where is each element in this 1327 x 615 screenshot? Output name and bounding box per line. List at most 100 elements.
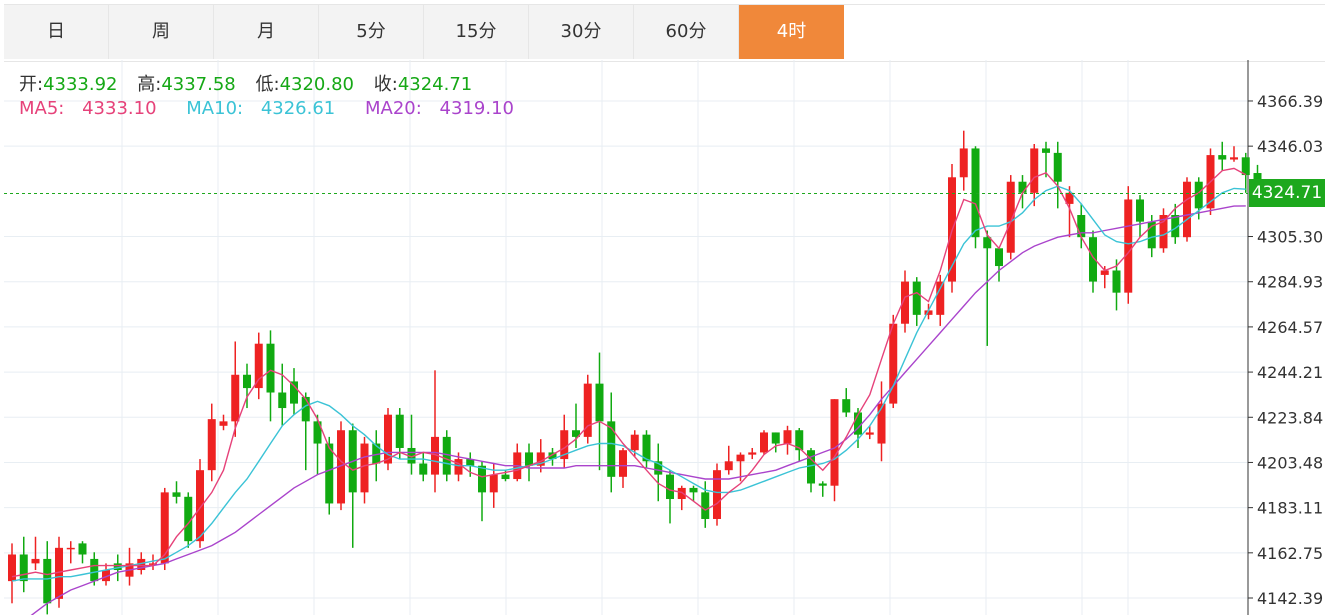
tabbar-spacer: [844, 5, 1325, 61]
candle-body: [983, 237, 992, 249]
candle-body: [901, 281, 909, 324]
candle-body: [243, 374, 251, 389]
candle-body: [854, 412, 862, 435]
candle-body: [1241, 157, 1250, 176]
tab-15min[interactable]: 15分: [424, 5, 529, 59]
candle-body: [1030, 148, 1039, 193]
candle-body: [137, 558, 146, 571]
ma5-readout: MA5: 4333.10: [19, 98, 169, 119]
candle-body: [1218, 155, 1227, 160]
candle-body: [1053, 152, 1062, 182]
ma5-line: [11, 167, 1247, 578]
y-tick-label: 4264.57: [1257, 318, 1323, 337]
candle-body: [184, 496, 193, 542]
candle-body: [654, 461, 663, 475]
candle-body: [701, 492, 710, 519]
open-value: 4333.92: [43, 74, 118, 95]
candle-body: [1077, 215, 1086, 238]
ma10-readout: MA10: 4326.61: [186, 98, 347, 119]
low-value: 4320.80: [279, 74, 355, 95]
high-value: 4337.58: [161, 74, 236, 95]
candle-body: [266, 343, 275, 393]
candle-body: [865, 432, 874, 435]
candle-body: [677, 487, 686, 500]
open-label: 开:: [19, 74, 44, 95]
tab-5min[interactable]: 5分: [319, 5, 424, 59]
candle-body: [219, 421, 228, 426]
tab-week[interactable]: 周: [109, 5, 214, 59]
candle-body: [642, 434, 651, 462]
close-label: 收:: [373, 74, 398, 95]
tab-60min[interactable]: 60分: [634, 5, 739, 59]
candle-body: [231, 374, 240, 422]
candle-body: [607, 421, 616, 477]
period-tabs: 日 周 月 5分 15分 30分 60分 4时: [4, 4, 1325, 62]
candle-body: [771, 432, 780, 444]
candle-body: [971, 148, 980, 238]
candle-body: [254, 343, 263, 389]
candle-body: [724, 461, 733, 471]
tab-4hour[interactable]: 4时: [739, 5, 844, 59]
candle-body: [760, 432, 768, 453]
candle-body: [1089, 237, 1097, 282]
candle-body: [113, 563, 122, 571]
candle-body: [795, 430, 804, 451]
y-tick-label: 4203.48: [1257, 453, 1323, 472]
candle-body: [313, 421, 322, 444]
candle-body: [689, 487, 698, 493]
candle-body: [1042, 148, 1050, 153]
ma20-readout: MA20: 4319.10: [365, 98, 526, 119]
ohlc-readout: 开:4333.92 高:4337.58 低:4320.80 收:4324.71: [19, 70, 486, 96]
candle-body: [1136, 199, 1144, 222]
candle-body: [160, 492, 169, 564]
y-tick-label: 4223.84: [1257, 408, 1323, 427]
candle-body: [783, 430, 792, 444]
candle-body: [736, 454, 745, 462]
candle-body: [78, 543, 87, 555]
candle-body: [560, 430, 569, 460]
candle-body: [1194, 181, 1203, 209]
candle-body: [525, 452, 533, 466]
candle-body: [384, 414, 392, 464]
candle-body: [912, 281, 921, 315]
candle-body: [278, 392, 287, 409]
candle-body: [924, 310, 933, 315]
candle-body: [478, 465, 486, 493]
candle-body: [31, 558, 40, 564]
y-tick-label: 4162.75: [1257, 544, 1323, 563]
candle-body: [66, 547, 75, 550]
candle-body: [877, 403, 886, 444]
candle-body: [55, 547, 63, 599]
y-tick-label: 4366.39: [1257, 92, 1323, 111]
candle-body: [889, 323, 898, 404]
candle-body: [1124, 199, 1133, 293]
candle-body: [936, 281, 945, 315]
y-tick-label: 4305.30: [1257, 228, 1323, 247]
candle-body: [995, 248, 1003, 267]
tab-30min[interactable]: 30分: [529, 5, 634, 59]
candle-body: [395, 414, 404, 448]
candle-body: [807, 450, 815, 484]
candle-body: [1159, 215, 1168, 249]
ma5-value: 4333.10: [82, 98, 157, 119]
candle-body: [630, 434, 639, 451]
candle-body: [1006, 181, 1015, 253]
candle-body: [595, 383, 604, 422]
ma-readout: MA5: 4333.10 MA10: 4326.61 MA20: 4319.10: [19, 98, 538, 119]
candle-body: [442, 436, 451, 475]
candle-body: [572, 430, 580, 437]
candle-body: [818, 483, 827, 486]
candle-body: [90, 558, 99, 582]
candle-body: [301, 396, 310, 422]
candle-body: [1065, 192, 1074, 204]
last-price-tag: 4324.71: [1249, 179, 1325, 208]
candle-body: [501, 474, 510, 480]
low-label: 低:: [255, 74, 280, 95]
high-label: 高:: [137, 74, 162, 95]
tab-day[interactable]: 日: [4, 5, 109, 59]
candle-body: [360, 443, 369, 493]
tab-month[interactable]: 月: [214, 5, 319, 59]
ma5-label: MA5:: [19, 98, 65, 119]
